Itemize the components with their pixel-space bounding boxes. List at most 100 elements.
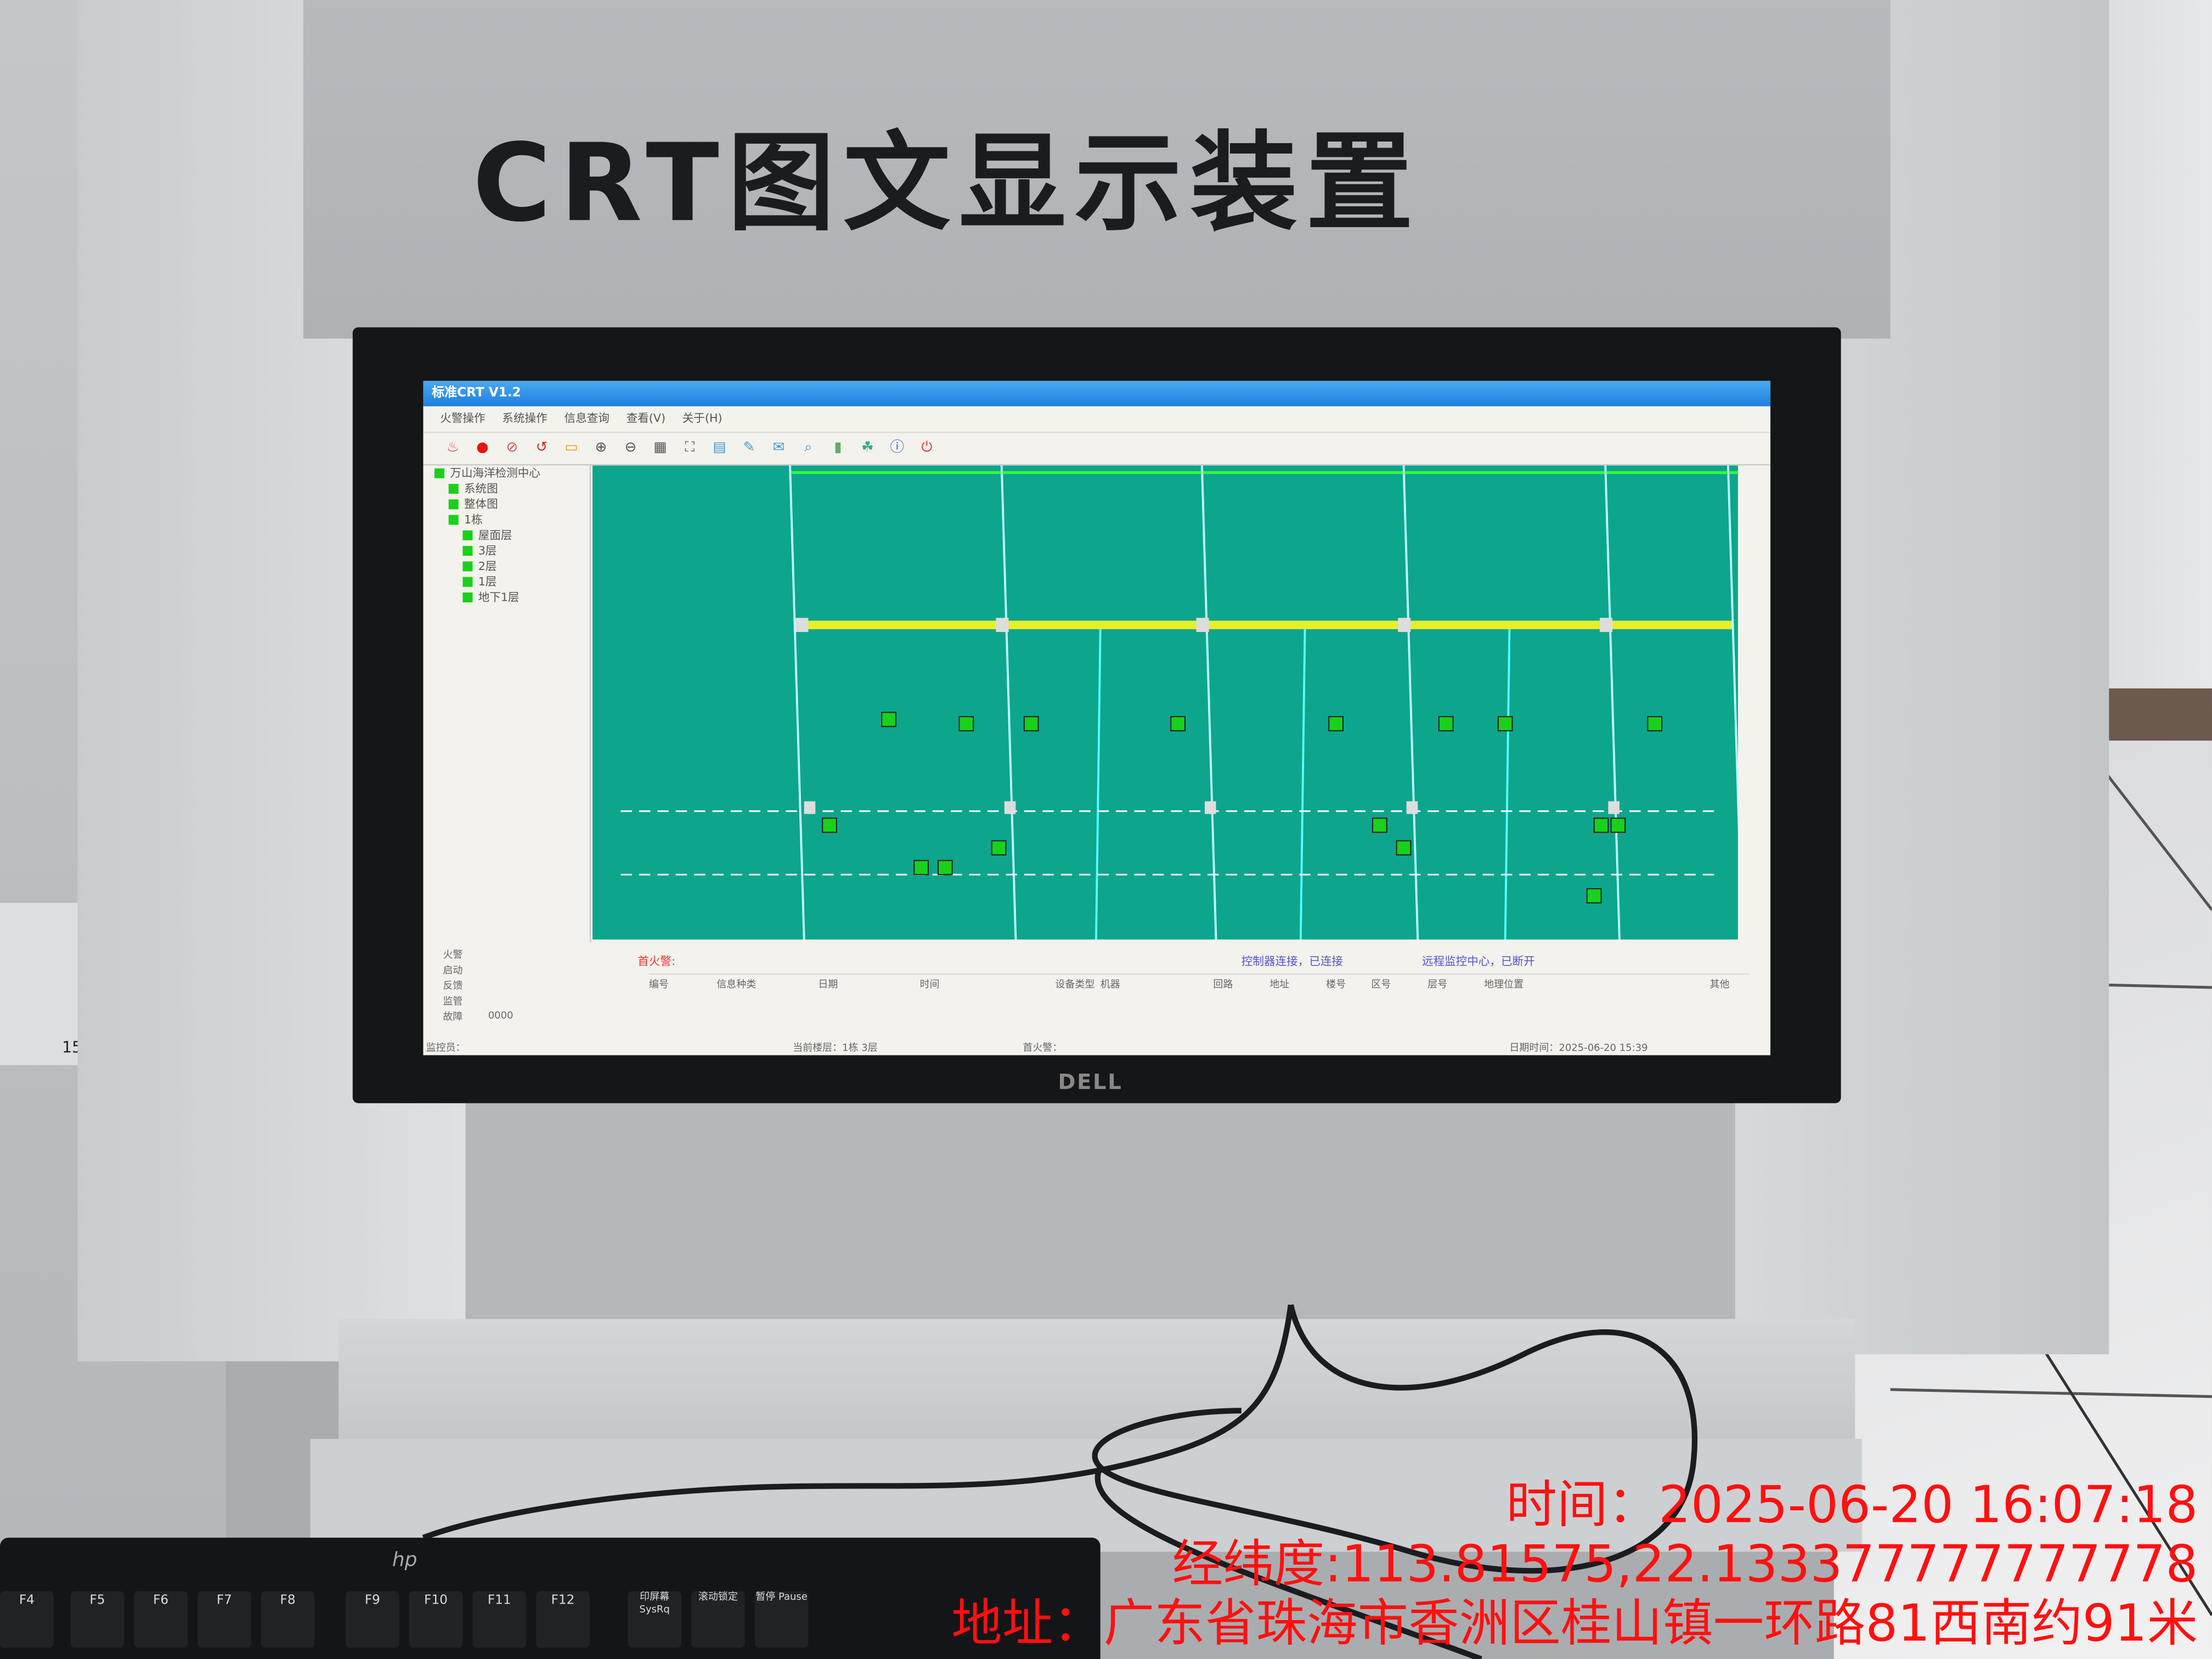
stop-icon[interactable]: ● bbox=[476, 440, 489, 456]
tree-item[interactable]: 3层 bbox=[423, 543, 589, 558]
column-header[interactable]: 其他 bbox=[1709, 979, 1730, 991]
plan-column-line bbox=[1000, 465, 1017, 940]
watermark-address: 地址：广东省珠海市香洲区桂山镇一环路81西南约91米 bbox=[951, 1595, 2198, 1654]
zoom-in-icon[interactable]: ⊕ bbox=[595, 440, 607, 456]
keyboard-key[interactable]: F10 bbox=[409, 1591, 463, 1648]
plan-column-marker bbox=[1398, 618, 1411, 632]
menu-about[interactable]: 关于(H) bbox=[682, 411, 723, 425]
column-header[interactable]: 层号 bbox=[1427, 979, 1448, 991]
tree-item[interactable]: 1层 bbox=[423, 574, 589, 590]
status-indicator-icon bbox=[448, 499, 459, 510]
column-header[interactable]: 地理位置 bbox=[1484, 979, 1524, 991]
lower-panel bbox=[465, 1100, 1735, 1327]
column-header[interactable]: 机器 bbox=[1100, 979, 1120, 991]
smoke-detector-icon bbox=[1647, 716, 1663, 732]
tree-item-label: 屋面层 bbox=[478, 529, 512, 542]
floor-plan-view[interactable] bbox=[592, 465, 1750, 940]
smoke-detector-icon bbox=[1438, 716, 1454, 732]
menu-fire-alarm[interactable]: 火警操作 bbox=[440, 411, 486, 425]
keyboard-key[interactable]: F5 bbox=[70, 1591, 125, 1648]
alarm-icon[interactable]: ♨ bbox=[446, 440, 459, 456]
plan-column-line bbox=[1200, 465, 1217, 940]
query-icon[interactable]: ▤ bbox=[713, 440, 726, 456]
column-header[interactable]: 楼号 bbox=[1326, 979, 1346, 991]
counter-label: 监管 bbox=[443, 996, 463, 1007]
status-indicator-icon bbox=[448, 515, 459, 525]
keyboard-key[interactable]: 暂停 Pause bbox=[754, 1591, 809, 1648]
column-header[interactable]: 设备类型 bbox=[1055, 979, 1095, 991]
tree-item[interactable]: 地下1层 bbox=[423, 590, 589, 605]
tree-item[interactable]: 万山海洋检测中心 bbox=[423, 466, 589, 481]
status-indicator-icon bbox=[462, 592, 473, 602]
status-indicator-icon bbox=[462, 561, 473, 572]
tree-item[interactable]: 整体图 bbox=[423, 496, 589, 512]
tool-icon[interactable]: ▮ bbox=[834, 440, 842, 456]
controller-status: 控制器连接，已连接 bbox=[1241, 955, 1343, 968]
folder-icon[interactable]: ▭ bbox=[565, 440, 578, 456]
plan-column-marker bbox=[1204, 801, 1216, 814]
fullscreen-icon[interactable]: ⛶ bbox=[685, 440, 695, 456]
tree-item[interactable]: 系统图 bbox=[423, 481, 589, 496]
keyboard-key[interactable]: F9 bbox=[345, 1591, 399, 1648]
plan-column-line bbox=[789, 465, 805, 940]
column-header[interactable]: 地址 bbox=[1269, 979, 1290, 991]
tree-item-label: 整体图 bbox=[464, 498, 498, 511]
smoke-detector-icon bbox=[958, 716, 974, 732]
column-header[interactable]: 区号 bbox=[1371, 979, 1391, 991]
plan-wall-line bbox=[1095, 629, 1102, 940]
menu-view[interactable]: 查看(V) bbox=[626, 411, 665, 425]
fit-icon[interactable]: ▦ bbox=[653, 440, 667, 456]
users-icon[interactable]: ☘ bbox=[861, 440, 874, 456]
counter-row: 启动 bbox=[423, 963, 635, 979]
keyboard-key[interactable]: 滚动锁定 bbox=[691, 1591, 745, 1648]
mute-icon[interactable]: ⊘ bbox=[506, 440, 518, 456]
tree-item[interactable]: 1栋 bbox=[423, 512, 589, 527]
smoke-detector-icon bbox=[1610, 817, 1626, 833]
keyboard-key[interactable]: F11 bbox=[472, 1591, 527, 1648]
plan-column-line bbox=[1604, 465, 1621, 940]
tree-item-label: 地下1层 bbox=[478, 591, 520, 604]
keyboard-key[interactable]: F8 bbox=[261, 1591, 315, 1648]
search-icon[interactable]: ⌕ bbox=[804, 440, 812, 456]
hp-logo: hp bbox=[392, 1549, 417, 1572]
column-header[interactable]: 回路 bbox=[1213, 979, 1233, 991]
plan-wall-line bbox=[1504, 629, 1511, 940]
desk-top bbox=[310, 1438, 1863, 1552]
menu-info-query[interactable]: 信息查询 bbox=[564, 411, 610, 425]
column-header[interactable]: 日期 bbox=[818, 979, 838, 991]
counter-label: 启动 bbox=[443, 964, 463, 977]
first-alarm-label: 首火警: bbox=[637, 955, 675, 968]
keyboard-key[interactable]: 印屏幕 SysRq bbox=[628, 1591, 681, 1648]
tree-item-label: 2层 bbox=[478, 560, 497, 573]
plan-wall-line bbox=[1299, 629, 1306, 940]
event-table-header: 编号 信息种类 日期 时间 设备类型 机器 回路 地址 楼号 区号 层号 地理位置 其他 bbox=[648, 973, 1750, 991]
column-header[interactable]: 时间 bbox=[919, 979, 940, 991]
smoke-detector-icon bbox=[1372, 817, 1387, 833]
keyboard-key[interactable]: F12 bbox=[536, 1591, 590, 1648]
counter-label: 火警 bbox=[443, 949, 463, 961]
tree-item[interactable]: 2层 bbox=[423, 558, 589, 574]
smoke-detector-icon bbox=[1170, 716, 1186, 732]
dell-logo: DELL bbox=[1058, 1069, 1123, 1095]
info-icon[interactable]: ⓘ bbox=[890, 440, 905, 456]
zoom-out-icon[interactable]: ⊖ bbox=[624, 440, 637, 456]
mail-icon[interactable]: ✉ bbox=[772, 440, 785, 456]
status-indicator-icon bbox=[462, 530, 473, 540]
tree-item[interactable]: 屋面层 bbox=[423, 528, 589, 543]
menu-bar: 火警操作 系统操作 信息查询 查看(V) 关于(H) bbox=[423, 407, 1771, 433]
power-icon[interactable]: ⏻ bbox=[921, 440, 933, 456]
reset-icon[interactable]: ↺ bbox=[535, 440, 548, 456]
smoke-detector-icon bbox=[881, 712, 896, 727]
keyboard-key[interactable]: F4 bbox=[0, 1591, 54, 1648]
plan-column-marker bbox=[1196, 618, 1209, 632]
edit-icon[interactable]: ✎ bbox=[743, 440, 755, 456]
keyboard-key[interactable]: F7 bbox=[197, 1591, 251, 1648]
toolbar: ♨ ● ⊘ ↺ ▭ ⊕ ⊖ ▦ ⛶ ▤ ✎ ✉ ⌕ ▮ ☘ ⓘ ⏻ bbox=[423, 433, 1771, 466]
crt-app-window: 标准CRT V1.2 火警操作 系统操作 信息查询 查看(V) 关于(H) ♨ … bbox=[423, 381, 1771, 1056]
column-header[interactable]: 信息种类 bbox=[716, 979, 757, 991]
keyboard-key[interactable]: F6 bbox=[134, 1591, 188, 1648]
desk-shelf bbox=[338, 1319, 1855, 1446]
column-header[interactable]: 编号 bbox=[648, 979, 669, 991]
menu-system[interactable]: 系统操作 bbox=[502, 411, 548, 425]
plan-wall-band bbox=[801, 620, 1733, 629]
